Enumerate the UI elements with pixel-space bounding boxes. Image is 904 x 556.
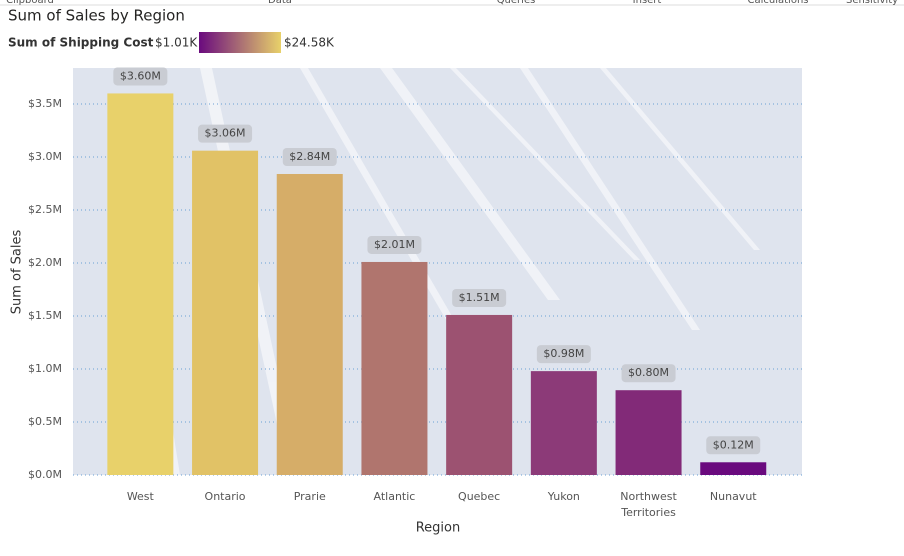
x-tick-label: Northwest Territories bbox=[620, 490, 677, 519]
value-label-box bbox=[113, 67, 168, 86]
bar bbox=[276, 173, 343, 476]
y-tick-label: $3.0M bbox=[28, 150, 62, 163]
value-label: $3.60M bbox=[120, 69, 161, 82]
x-tick-label: West bbox=[126, 490, 154, 503]
value-label: $0.80M bbox=[628, 366, 669, 379]
value-label: $1.51M bbox=[459, 291, 500, 304]
y-tick-label: $2.5M bbox=[28, 203, 62, 216]
value-label: $0.12M bbox=[713, 438, 754, 451]
value-label-box bbox=[536, 345, 591, 364]
value-label-box bbox=[706, 436, 761, 455]
ribbon-group: Calculations bbox=[748, 0, 809, 6]
value-label-box bbox=[452, 288, 507, 307]
value-label: $2.84M bbox=[289, 150, 330, 163]
value-label-box bbox=[282, 147, 337, 166]
legend-min: $1.01K bbox=[155, 36, 198, 50]
bar bbox=[446, 314, 513, 475]
bar bbox=[700, 462, 767, 475]
value-label: $0.98M bbox=[543, 347, 584, 360]
x-tick-label: Quebec bbox=[458, 490, 501, 503]
ribbon-group: Queries bbox=[497, 0, 536, 6]
bar bbox=[530, 371, 597, 475]
y-tick-label: $1.5M bbox=[28, 309, 62, 322]
y-tick-label: $1.0M bbox=[28, 362, 62, 375]
y-tick-label: $2.0M bbox=[28, 256, 62, 269]
value-label-box bbox=[621, 364, 676, 383]
legend-title: Sum of Shipping Cost bbox=[8, 36, 154, 50]
bar bbox=[615, 390, 682, 475]
x-tick-label: Prarie bbox=[293, 490, 326, 503]
bar bbox=[361, 261, 428, 475]
plot-background bbox=[73, 68, 802, 475]
bar bbox=[107, 93, 174, 475]
legend-gradient bbox=[199, 32, 281, 53]
y-tick-label: $0.5M bbox=[28, 415, 62, 428]
ribbon-group: Clipboard bbox=[6, 0, 54, 6]
x-tick-label: Yukon bbox=[547, 490, 580, 503]
y-tick-label: $3.5M bbox=[28, 97, 62, 110]
value-label-box bbox=[367, 235, 422, 254]
chart-title: Sum of Sales by Region bbox=[8, 7, 185, 25]
value-label-box bbox=[198, 124, 253, 143]
ribbon-group: Data bbox=[268, 0, 292, 6]
value-label: $3.06M bbox=[205, 127, 246, 140]
y-tick-label: $0.0M bbox=[28, 468, 62, 481]
bar bbox=[192, 150, 259, 475]
legend-max: $24.58K bbox=[284, 36, 335, 50]
value-label: $2.01M bbox=[374, 238, 415, 251]
ribbon-group: Sensitivity bbox=[846, 0, 898, 6]
x-tick-label: Atlantic bbox=[373, 490, 416, 503]
ribbon-group: Insert bbox=[633, 0, 662, 6]
x-tick-label: Nunavut bbox=[709, 490, 757, 503]
x-tick-label: Ontario bbox=[204, 490, 246, 503]
x-axis-label: Region bbox=[416, 521, 461, 536]
y-axis-label: Sum of Sales bbox=[10, 230, 25, 315]
